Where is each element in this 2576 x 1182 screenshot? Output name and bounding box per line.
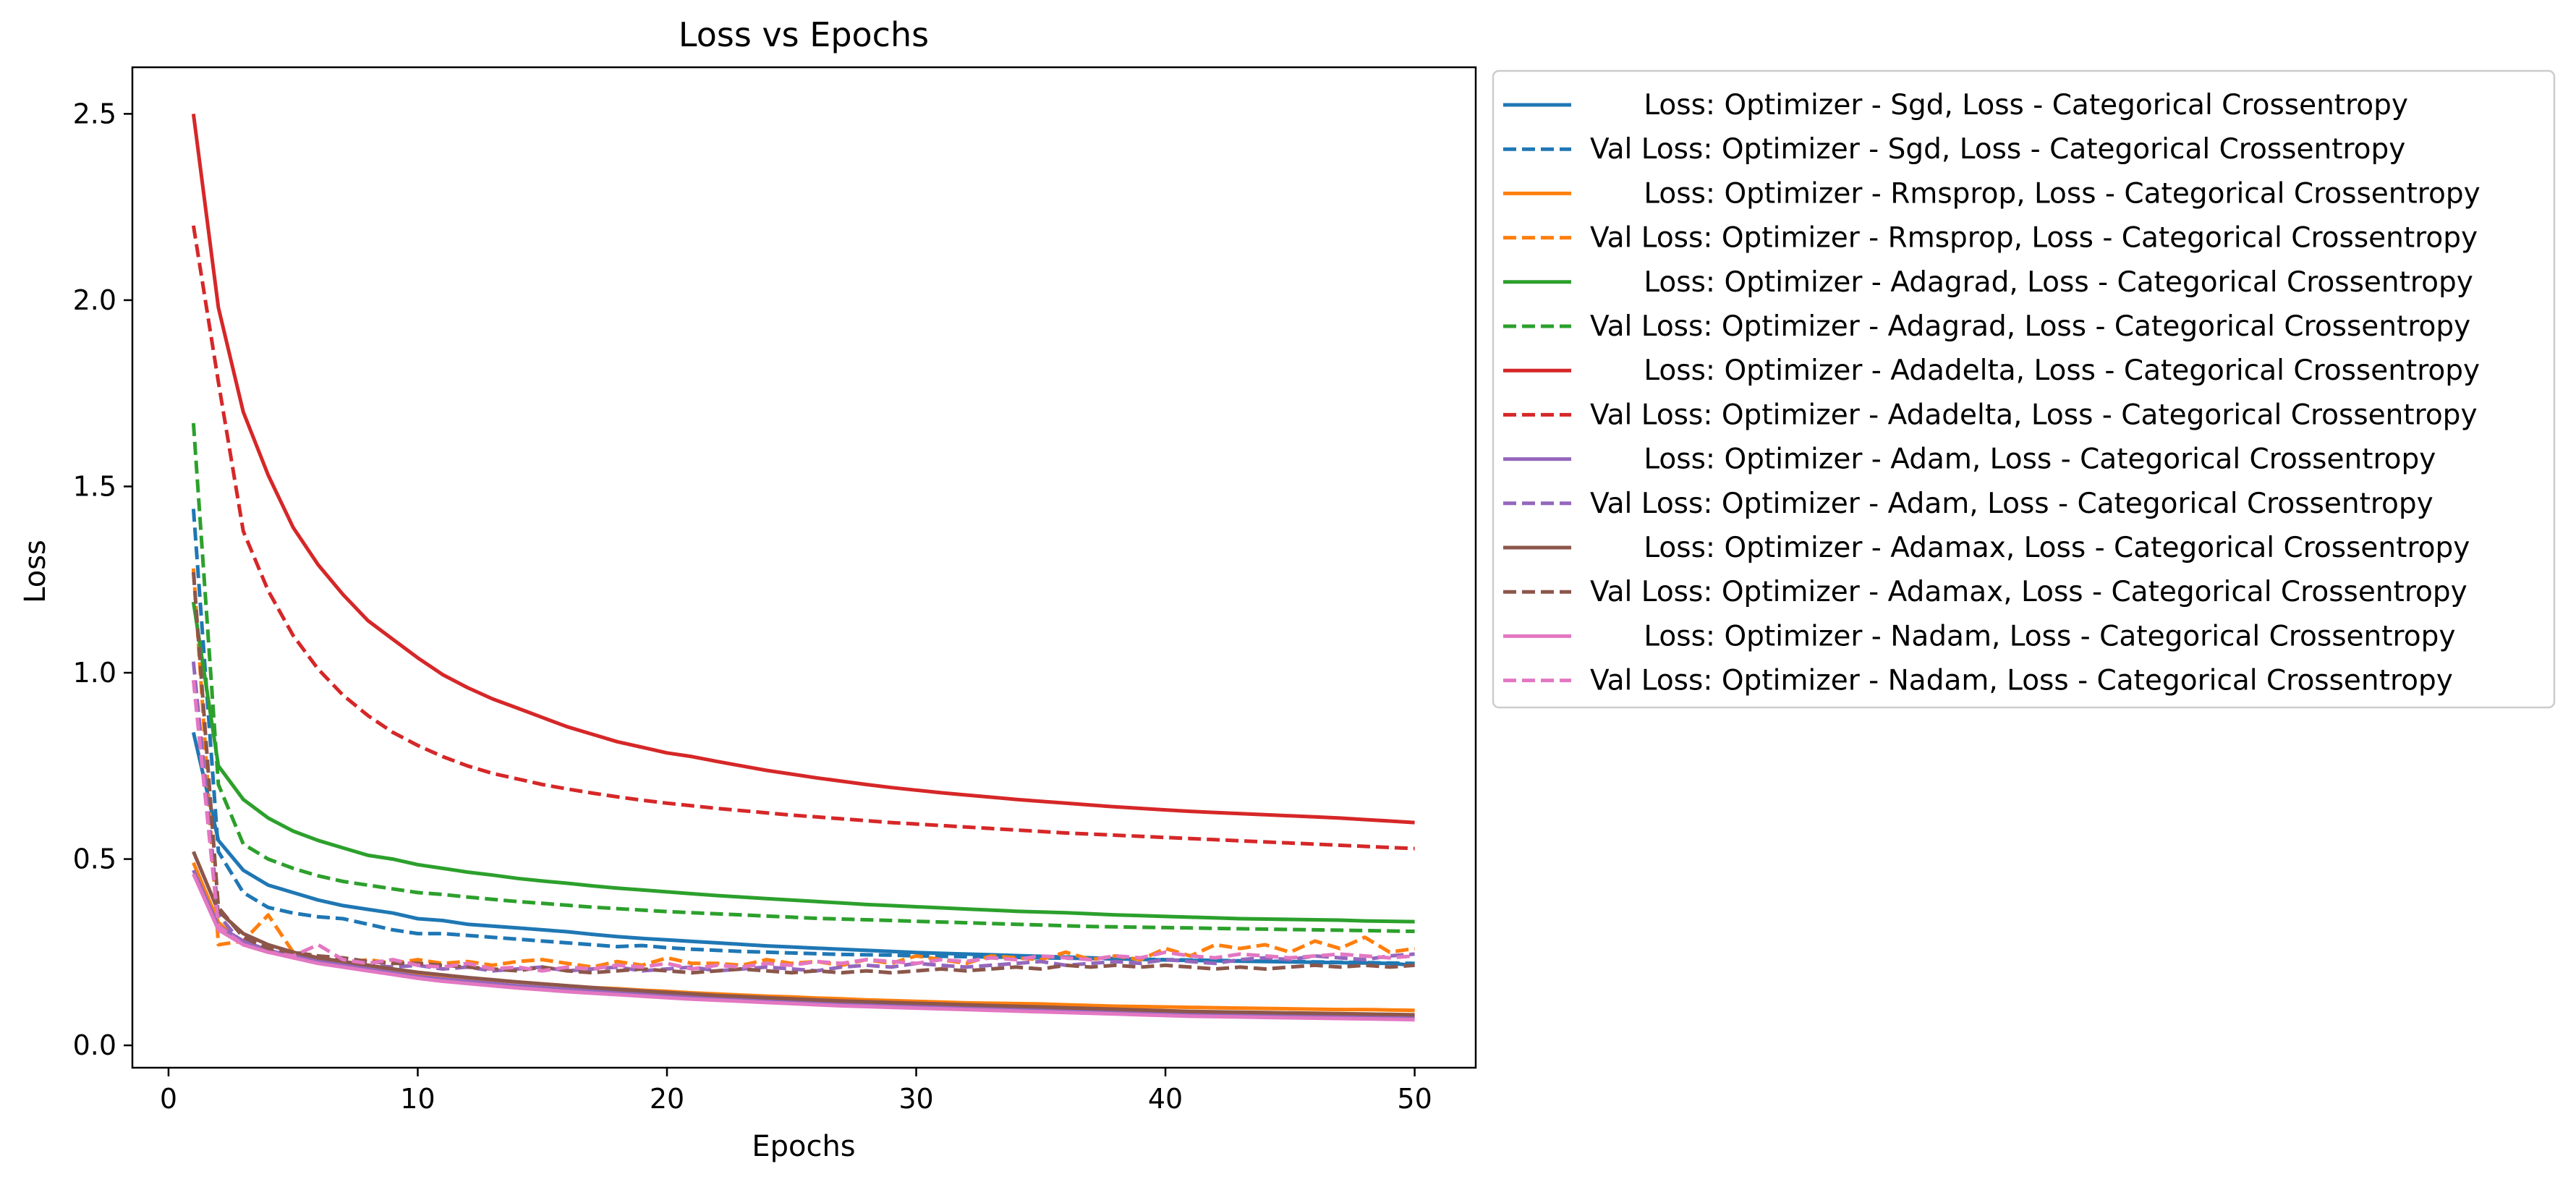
series-line-2 — [191, 509, 1415, 966]
legend-label: Loss: Optimizer - Sgd, Loss - Categorica… — [1590, 89, 2408, 122]
legend-label: Val Loss: Optimizer - Adamax, Loss - Cat… — [1590, 576, 2467, 608]
series-line-7 — [191, 114, 1415, 825]
legend-label: Loss: Optimizer - Adadelta, Loss - Categ… — [1590, 354, 2480, 387]
series-line-8 — [191, 225, 1415, 851]
legend-label: Val Loss: Optimizer - Rmsprop, Loss - Ca… — [1590, 222, 2478, 255]
legend: Loss: Optimizer - Sgd, Loss - Categorica… — [1492, 69, 2556, 709]
legend-label: Loss: Optimizer - Adamax, Loss - Categor… — [1590, 532, 2470, 564]
plot-frame — [131, 66, 1477, 1069]
x-tick-label: 20 — [650, 1083, 684, 1115]
legend-label: Loss: Optimizer - Adagrad, Loss - Catego… — [1590, 266, 2473, 299]
series-line-11 — [192, 851, 1415, 1017]
series-line-13 — [192, 873, 1415, 1022]
series-line-1 — [191, 731, 1415, 967]
y-tick-label: 1.5 — [73, 470, 116, 502]
x-tick-label: 30 — [898, 1083, 933, 1115]
x-axis-label: Epochs — [752, 1130, 855, 1163]
legend-label: Loss: Optimizer - Adam, Loss - Categoric… — [1590, 443, 2436, 476]
series-line-6 — [191, 422, 1415, 933]
y-tick-label: 2.0 — [73, 284, 116, 316]
legend-label: Val Loss: Optimizer - Adadelta, Loss - C… — [1590, 399, 2478, 431]
legend-label: Val Loss: Optimizer - Adagrad, Loss - Ca… — [1590, 310, 2470, 343]
legend-label: Val Loss: Optimizer - Nadam, Loss - Cate… — [1590, 665, 2453, 697]
axis-ticks: 0 10 20 30 40 50 0.0 0.5 1.0 1.5 2.0 2.5 — [73, 98, 1432, 1115]
x-tick-label: 40 — [1148, 1083, 1183, 1115]
y-tick-label: 1.0 — [73, 657, 116, 689]
series-line-5 — [191, 601, 1415, 924]
series-line-10 — [191, 661, 1415, 973]
legend-label: Val Loss: Optimizer - Sgd, Loss - Catego… — [1590, 133, 2405, 166]
y-tick-label: 2.5 — [73, 98, 116, 129]
legend-label: Val Loss: Optimizer - Adam, Loss - Categ… — [1590, 488, 2433, 520]
chart-title: Loss vs Epochs — [679, 15, 929, 54]
legend-label: Loss: Optimizer - Nadam, Loss - Categori… — [1590, 620, 2455, 652]
series-line-12 — [191, 571, 1415, 975]
legend-label: Loss: Optimizer - Rmsprop, Loss - Catego… — [1590, 177, 2481, 210]
series-line-9 — [192, 869, 1415, 1019]
series-line-14 — [191, 680, 1415, 973]
x-tick-label: 50 — [1397, 1083, 1432, 1115]
y-axis-label: Loss — [19, 540, 52, 603]
legend-frame — [1492, 69, 2556, 709]
x-tick-label: 0 — [160, 1083, 177, 1115]
y-tick-label: 0.0 — [73, 1029, 116, 1061]
y-tick-label: 0.5 — [73, 843, 116, 875]
x-tick-label: 10 — [400, 1083, 435, 1115]
plot-lines — [191, 114, 1415, 1022]
series-line-3 — [192, 862, 1415, 1013]
